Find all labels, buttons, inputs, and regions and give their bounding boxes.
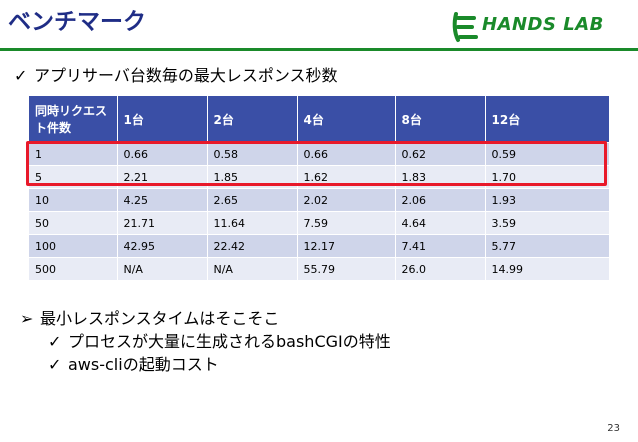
table-cell: 50 [29, 211, 118, 235]
table-cell: 1.85 [207, 165, 298, 189]
header-rule [0, 48, 638, 51]
table-cell: 1 [29, 142, 118, 166]
sub-bullet-process: ✓ プロセスが大量に生成されるbashCGIの特性 [48, 332, 391, 351]
table-cell: 55.79 [297, 257, 396, 280]
table-row: 500 N/A N/A 55.79 26.0 14.99 [29, 257, 610, 280]
column-header: 4台 [297, 96, 396, 143]
table-row: 1 0.66 0.58 0.66 0.62 0.59 [29, 142, 610, 166]
table-cell: 4.64 [395, 211, 486, 235]
table-cell: 26.0 [395, 257, 486, 280]
table-header-row: 同時リクエスト件数 1台 2台 4台 8台 12台 [29, 96, 610, 143]
table-cell: 0.62 [395, 142, 486, 166]
table-cell: 21.71 [117, 211, 208, 235]
checkmark-icon: ✓ [48, 355, 62, 374]
column-header: 8台 [395, 96, 486, 143]
table-cell: 3.59 [485, 211, 610, 235]
highlight-box [26, 141, 607, 186]
table-row: 100 42.95 22.42 12.17 7.41 5.77 [29, 234, 610, 258]
table-cell: 14.99 [485, 257, 610, 280]
table-row: 5 2.21 1.85 1.62 1.83 1.70 [29, 165, 610, 189]
table-cell: 5.77 [485, 234, 610, 258]
hands-lab-logo: HANDS LAB [452, 10, 624, 44]
page-number: 23 [607, 423, 620, 434]
slide-title: ベンチマーク [8, 9, 146, 35]
table-cell: 2.21 [117, 165, 208, 189]
column-header: 2台 [207, 96, 298, 143]
table-cell: 2.02 [297, 188, 396, 212]
column-header: 同時リクエスト件数 [29, 96, 118, 143]
sub-bullet-aws-cli: ✓ aws-cliの起動コスト [48, 355, 219, 374]
table-cell: 4.25 [117, 188, 208, 212]
table-row: 10 4.25 2.65 2.02 2.06 1.93 [29, 188, 610, 212]
table-cell: 7.59 [297, 211, 396, 235]
bullet-throughput: ✓ アプリサーバ台数毎の最大レスポンス秒数 [14, 66, 338, 85]
table-cell: N/A [207, 257, 298, 280]
checkmark-icon: ✓ [14, 66, 28, 85]
logo-text: HANDS LAB [482, 14, 604, 35]
arrow-bullet-icon: ➢ [20, 309, 34, 328]
table-cell: 42.95 [117, 234, 208, 258]
table-cell: 22.42 [207, 234, 298, 258]
table-cell: 1.83 [395, 165, 486, 189]
table-cell: 2.65 [207, 188, 298, 212]
table-cell: 11.64 [207, 211, 298, 235]
table-cell: 1.70 [485, 165, 610, 189]
table-cell: 10 [29, 188, 118, 212]
table-cell: 1.93 [485, 188, 610, 212]
checkmark-icon: ✓ [48, 332, 62, 351]
column-header: 1台 [117, 96, 208, 143]
table-cell: 5 [29, 165, 118, 189]
table-cell: 0.58 [207, 142, 298, 166]
table-cell: 1.62 [297, 165, 396, 189]
logo-mark-icon [452, 12, 478, 42]
table-row: 50 21.71 11.64 7.59 4.64 3.59 [29, 211, 610, 235]
benchmark-table: 同時リクエスト件数 1台 2台 4台 8台 12台 1 0.66 0.58 0.… [29, 96, 610, 280]
table-cell: 500 [29, 257, 118, 280]
table-cell: 12.17 [297, 234, 396, 258]
table-cell: 100 [29, 234, 118, 258]
table-cell: N/A [117, 257, 208, 280]
table-cell: 7.41 [395, 234, 486, 258]
table-cell: 2.06 [395, 188, 486, 212]
column-header: 12台 [485, 96, 610, 143]
bullet-min-response: ➢ 最小レスポンスタイムはそこそこ [20, 309, 280, 328]
